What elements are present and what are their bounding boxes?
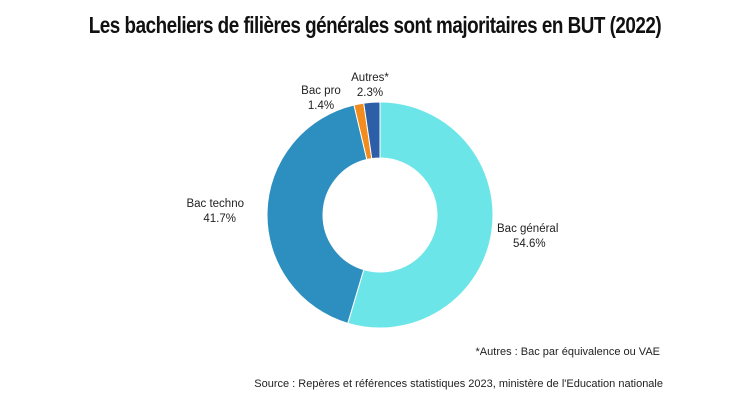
slice-value-bac-g-n-ral: 54.6% xyxy=(513,238,546,250)
source-note: Source : Repères et références statistiq… xyxy=(254,378,663,390)
slice-autres xyxy=(363,101,381,160)
slice-value-bac-pro: 1.4% xyxy=(308,100,334,112)
slice-value-autres: 2.3% xyxy=(357,87,383,99)
footnote: *Autres : Bac par équivalence ou VAE xyxy=(475,346,660,358)
slice-name-autres: Autres* xyxy=(351,72,389,84)
slice-bac-techno xyxy=(266,104,368,324)
chart-title: Les bacheliers de filières générales son… xyxy=(88,12,662,38)
slice-name-bac-techno: Bac techno xyxy=(186,198,244,210)
slice-name-bac-g-n-ral: Bac général xyxy=(497,223,558,235)
slice-bac-g-n-ral xyxy=(347,101,494,329)
slice-value-bac-techno: 41.7% xyxy=(203,213,236,225)
slice-name-bac-pro: Bac pro xyxy=(301,85,341,97)
